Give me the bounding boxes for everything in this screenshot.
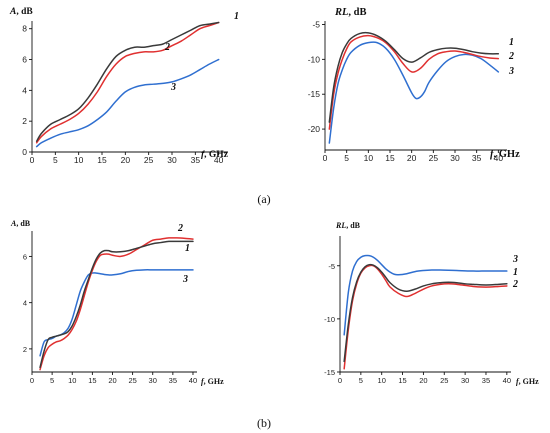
x-tick-label: 0	[323, 153, 328, 163]
series-line-3	[343, 254, 508, 336]
x-tick-label: 5	[344, 153, 349, 163]
series-line-1	[328, 31, 500, 123]
x-tick-label: 25	[440, 376, 448, 385]
x-axis-label: f, GHz	[201, 377, 224, 386]
x-tick-label: 0	[30, 155, 35, 165]
series-label-2: 2	[508, 51, 514, 62]
y-tick-label: 4	[23, 299, 27, 308]
y-tick-label: 0	[22, 147, 27, 157]
x-tick-label: 0	[338, 376, 342, 385]
x-tick-label: 30	[149, 376, 157, 385]
x-tick-label: 40	[189, 376, 197, 385]
x-tick-label: 40	[494, 153, 504, 163]
x-tick-label: 35	[472, 153, 482, 163]
series-line-3	[39, 269, 194, 357]
series-line-1	[35, 21, 220, 142]
series-label-3: 3	[512, 254, 518, 265]
y-tick-label: -15	[324, 368, 335, 377]
y-tick-label: -10	[308, 54, 321, 64]
x-tick-label: 15	[398, 376, 406, 385]
y-axis-label: RL, dB	[335, 221, 361, 230]
panel-label-a: (a)	[257, 192, 270, 206]
y-tick-label: -5	[312, 19, 320, 29]
x-tick-label: 25	[144, 155, 154, 165]
series-label-2: 2	[512, 279, 518, 290]
y-tick-label: -10	[324, 315, 335, 324]
panel-label-b: (b)	[257, 416, 271, 430]
x-tick-label: 5	[53, 155, 58, 165]
x-tick-label: 35	[169, 376, 177, 385]
series-line-2	[39, 237, 194, 371]
series-label-1: 1	[513, 267, 518, 278]
y-tick-label: -15	[308, 89, 321, 99]
x-tick-label: 15	[385, 153, 395, 163]
x-tick-label: 35	[482, 376, 490, 385]
x-axis-label: f, GHz	[201, 150, 229, 160]
x-tick-label: 5	[50, 376, 54, 385]
x-tick-label: 20	[108, 376, 116, 385]
x-tick-label: 40	[503, 376, 511, 385]
series-line-2	[35, 21, 220, 144]
y-axis-label: A, dB	[9, 7, 33, 17]
y-tick-label: 4	[22, 85, 27, 95]
x-tick-label: 25	[128, 376, 136, 385]
y-axis-label: A, dB	[10, 219, 31, 228]
chart-attenuation-a: 0 5 10 15 20 25 30 35 40 0 2 4 6 8 A, dB f, GHz 1 2 3	[9, 7, 239, 165]
series-line-1	[343, 263, 508, 363]
x-axis-label: f, GHz	[516, 377, 539, 386]
series-label-1: 1	[509, 37, 514, 48]
x-tick-label: 10	[364, 153, 374, 163]
x-tick-label: 35	[191, 155, 201, 165]
x-tick-label: 10	[378, 376, 386, 385]
y-tick-label: 6	[22, 55, 27, 65]
y-tick-label: 8	[22, 24, 27, 34]
series-label-2: 2	[164, 42, 170, 53]
chart-reflection-loss-b: 0 5 10 15 20 25 30 35 40 -15 -10 -5 RL, dB f, GHz 3 12	[324, 221, 539, 386]
series-line-1	[39, 240, 194, 369]
series-label-1: 1	[234, 11, 239, 22]
x-tick-label: 10	[68, 376, 76, 385]
x-tick-label: 15	[88, 376, 96, 385]
y-tick-label: -20	[308, 124, 321, 134]
series-line-3	[35, 58, 220, 148]
x-tick-label: 20	[407, 153, 417, 163]
y-tick-label: 2	[23, 345, 27, 354]
series-label-3: 3	[508, 66, 514, 77]
chart-reflection-loss-a: 0 5 10 15 20 25 30 35 40 -20 -15 -10 -5 RL, dB f, GHz 1…	[308, 7, 520, 163]
series-line-2	[343, 264, 508, 370]
x-tick-label: 15	[97, 155, 107, 165]
x-tick-label: 20	[419, 376, 427, 385]
y-tick-label: 2	[22, 116, 27, 126]
x-tick-label: 20	[121, 155, 131, 165]
x-tick-label: 10	[74, 155, 84, 165]
x-tick-label: 25	[429, 153, 439, 163]
y-tick-label: 6	[23, 252, 27, 261]
x-tick-label: 30	[167, 155, 177, 165]
y-axis-label: RL, dB	[334, 7, 367, 18]
x-tick-label: 0	[30, 376, 34, 385]
x-axis-label: f, GHz	[490, 149, 520, 160]
series-line-2	[328, 34, 500, 130]
x-tick-label: 30	[450, 153, 460, 163]
series-label-3: 3	[170, 82, 176, 93]
series-label-2: 2	[177, 223, 183, 234]
x-tick-label: 5	[359, 376, 363, 385]
series-label-1: 1	[185, 243, 190, 254]
series-line-3	[328, 41, 500, 144]
x-tick-label: 40	[214, 155, 224, 165]
series-label-3: 3	[182, 274, 188, 285]
y-tick-label: -5	[328, 262, 335, 271]
x-tick-label: 30	[461, 376, 469, 385]
